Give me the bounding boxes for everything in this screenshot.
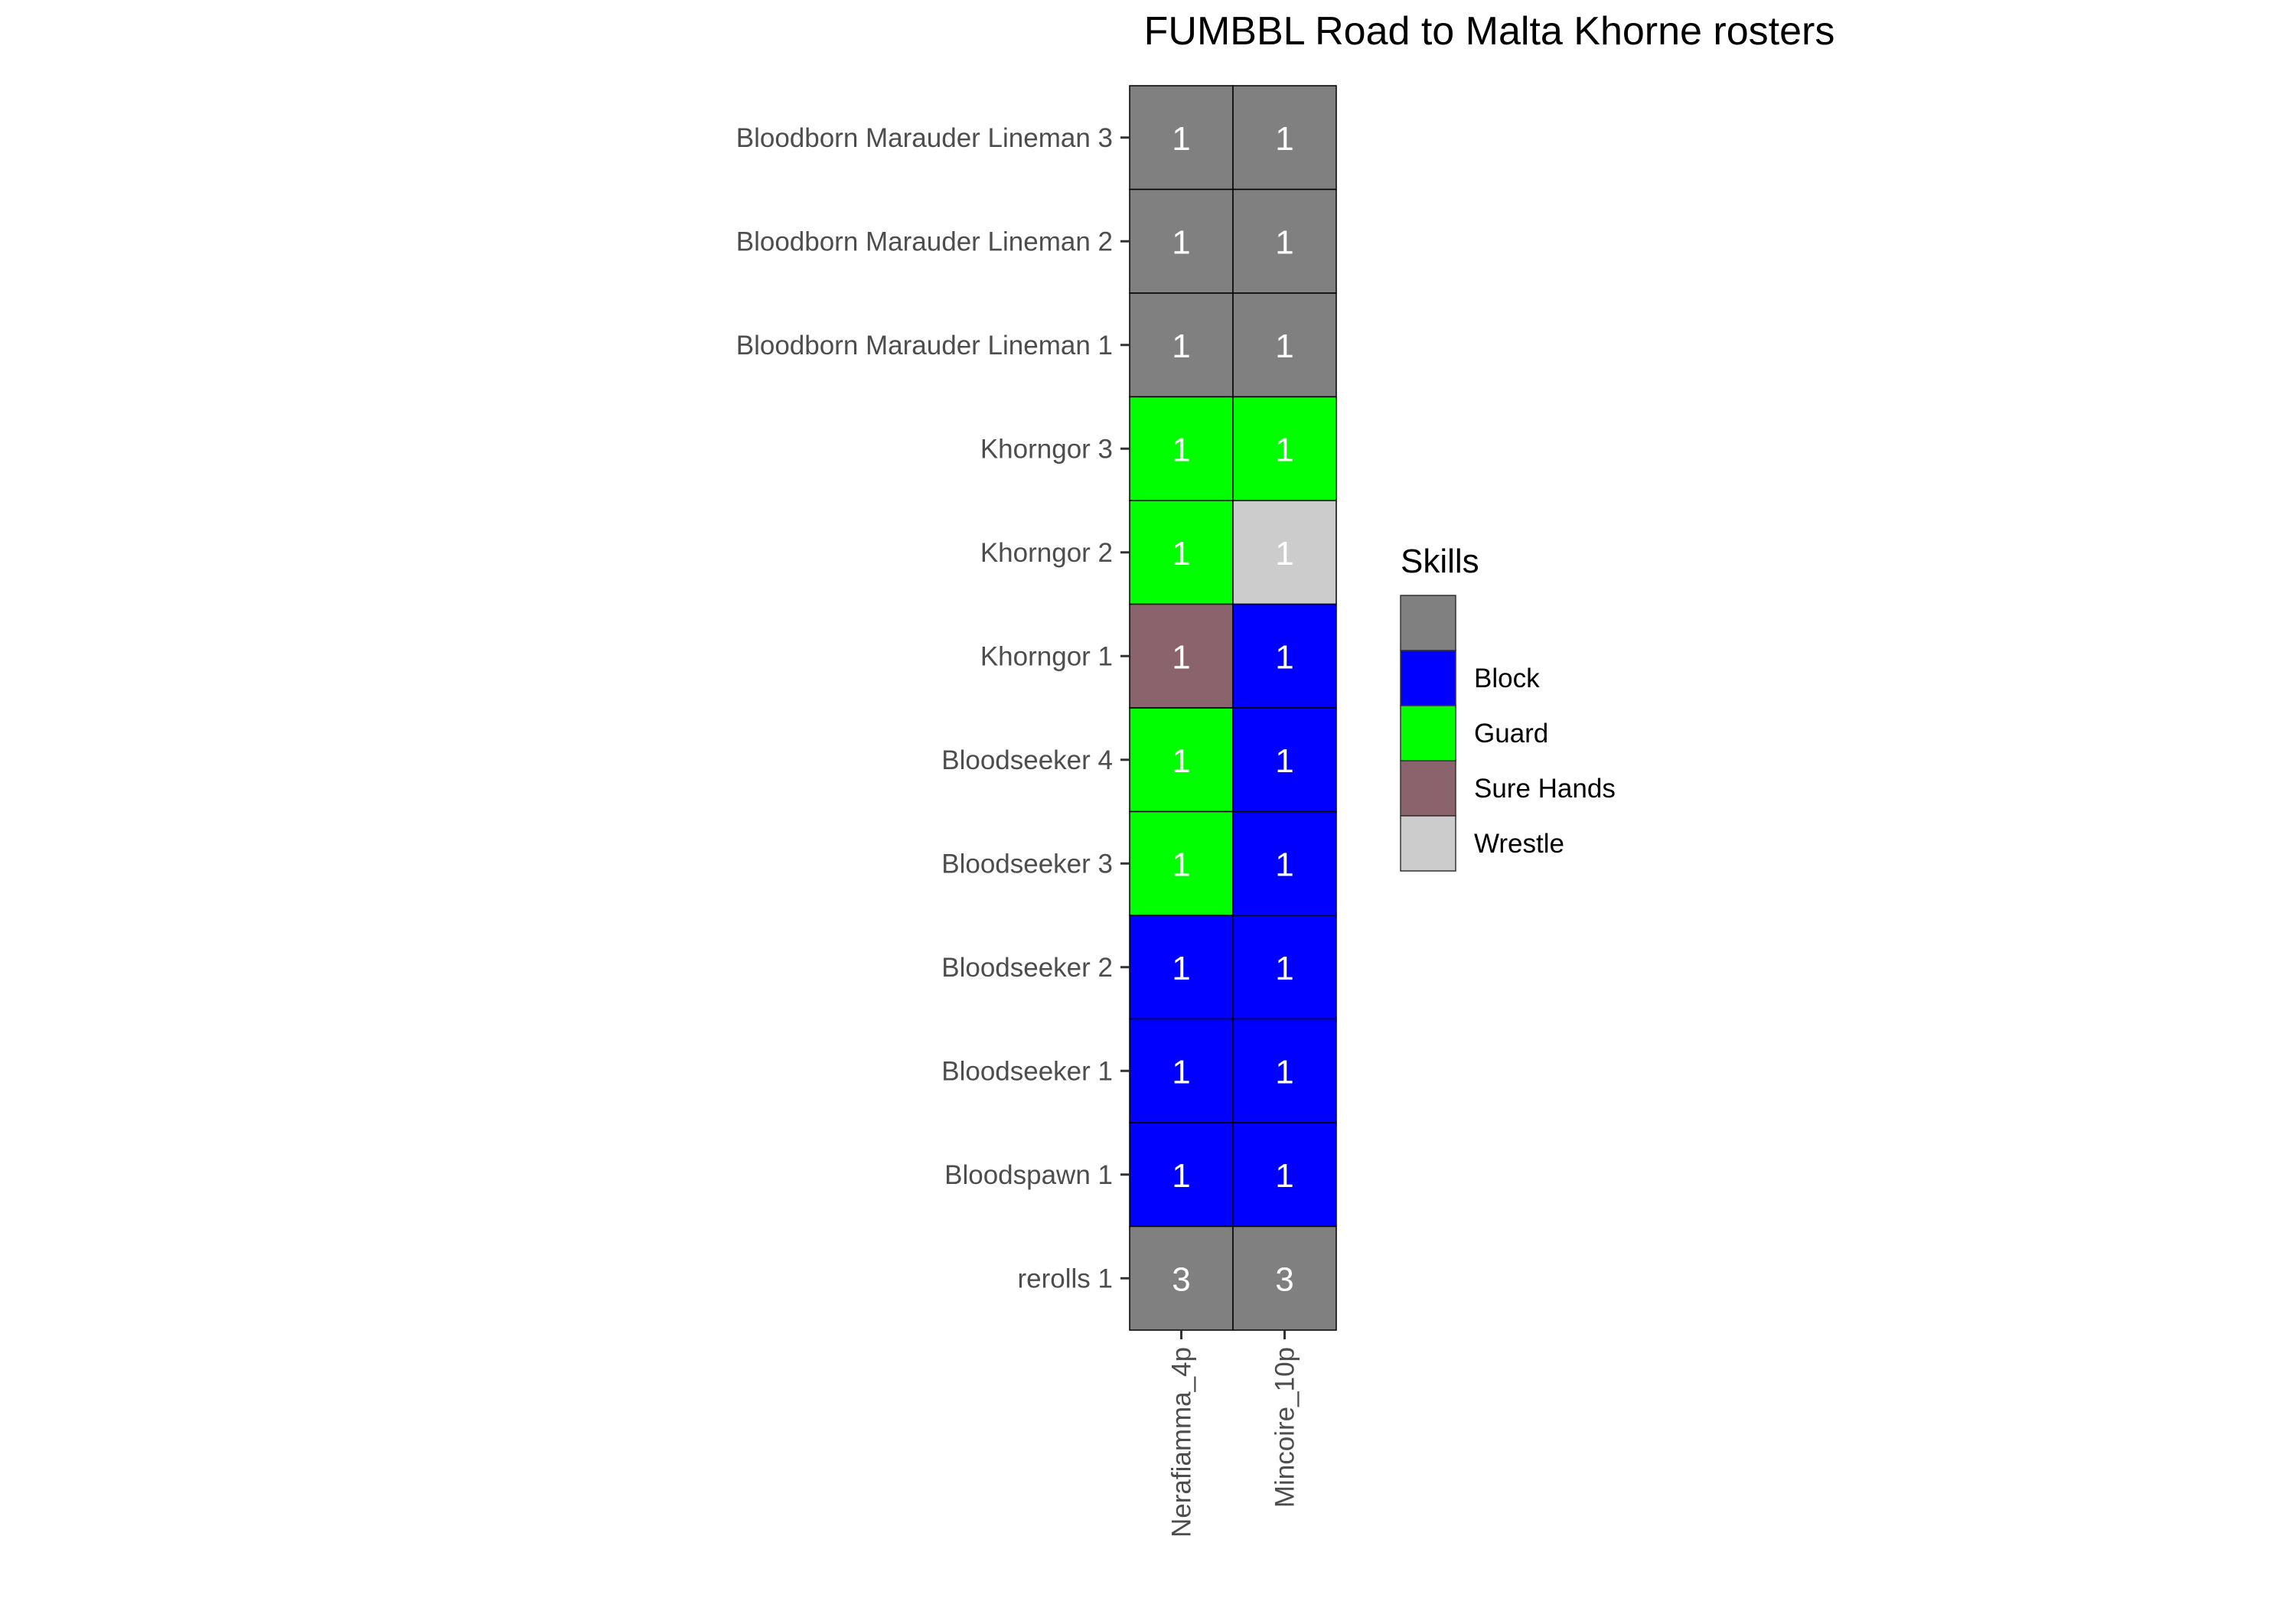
heatmap-cell (1129, 810, 1234, 916)
y-tick-label: Khorngor 3 (980, 434, 1113, 464)
heatmap-cell (1232, 292, 1337, 398)
cell-value-label: 1 (1172, 431, 1190, 468)
legend-label: Guard (1474, 719, 1548, 748)
heatmap-cell (1129, 1122, 1234, 1228)
cell-value-label: 1 (1275, 535, 1293, 572)
heatmap-cell (1129, 707, 1234, 813)
heatmap-cell (1232, 1122, 1337, 1228)
cell-value-label: 1 (1172, 742, 1190, 780)
heatmap-cell (1129, 188, 1234, 294)
heatmap-cell (1129, 292, 1234, 398)
legend-label: Block (1474, 664, 1540, 693)
cell-value-label: 3 (1275, 1260, 1293, 1298)
cell-value-label: 3 (1172, 1260, 1190, 1298)
heatmap-cell (1232, 396, 1337, 501)
heatmap-cells: 1 1 1 1 1 1 1 1 1 1 1 1 1 1 1 1 1 1 1 1 1 1 3 3 (1129, 85, 1337, 1331)
legend-key (1400, 595, 1456, 651)
heatmap-cell (1129, 1225, 1234, 1331)
cell-value-label: 1 (1172, 950, 1190, 987)
cell-value-label: 1 (1172, 846, 1190, 883)
heatmap-cell (1232, 603, 1337, 709)
heatmap-cell (1232, 1018, 1337, 1123)
cell-value-label: 1 (1172, 120, 1190, 158)
heatmap-cell (1232, 915, 1337, 1020)
x-tick-label: Mincoire_10p (1270, 1347, 1300, 1508)
y-tick-label: Bloodspawn 1 (944, 1160, 1113, 1190)
y-tick-label: Bloodseeker 4 (941, 745, 1113, 775)
cell-value-label: 1 (1275, 638, 1293, 676)
heatmap-cell (1129, 1018, 1234, 1123)
y-tick-label: Khorngor 1 (980, 641, 1113, 671)
legend-label: Sure Hands (1474, 774, 1616, 804)
legend-key (1400, 650, 1456, 706)
legend: Skills Block Guard Sure Hands Wrestle (1400, 543, 1616, 872)
y-tick-label: Khorngor 2 (980, 538, 1113, 568)
cell-value-label: 1 (1275, 120, 1293, 158)
cell-value-label: 1 (1172, 223, 1190, 261)
legend-label: Wrestle (1474, 829, 1564, 859)
heatmap-cell (1232, 707, 1337, 813)
x-axis: Nerafiamma_4p Mincoire_10p (1167, 1330, 1300, 1538)
cell-value-label: 1 (1275, 1157, 1293, 1195)
heatmap-cell (1129, 915, 1234, 1020)
cell-value-label: 1 (1172, 1157, 1190, 1195)
y-tick-label: Bloodseeker 3 (941, 849, 1113, 879)
cell-value-label: 1 (1275, 328, 1293, 365)
cell-value-label: 1 (1275, 431, 1293, 468)
cell-value-label: 1 (1172, 328, 1190, 365)
heatmap-cell (1232, 85, 1337, 191)
legend-key (1400, 760, 1456, 817)
cell-value-label: 1 (1275, 846, 1293, 883)
y-tick-label: Bloodborn Marauder Lineman 2 (736, 227, 1113, 256)
cell-value-label: 1 (1275, 1053, 1293, 1091)
cell-value-label: 1 (1275, 223, 1293, 261)
cell-value-label: 1 (1172, 1053, 1190, 1091)
y-tick-label: rerolls 1 (1018, 1264, 1113, 1293)
heatmap-cell (1232, 810, 1337, 916)
heatmap-cell (1129, 85, 1234, 191)
heatmap-cell (1232, 500, 1337, 605)
chart-title: FUMBBL Road to Malta Khorne rosters (1144, 9, 1835, 54)
legend-key (1400, 705, 1456, 761)
y-tick-label: Bloodborn Marauder Lineman 3 (736, 123, 1113, 153)
legend-title: Skills (1401, 543, 1479, 580)
cell-value-label: 1 (1275, 950, 1293, 987)
y-axis: Bloodborn Marauder Lineman 3 Bloodborn Ma… (736, 123, 1130, 1293)
legend-key (1400, 815, 1456, 872)
y-tick-label: Bloodseeker 1 (941, 1056, 1113, 1086)
cell-value-label: 1 (1275, 742, 1293, 780)
cell-value-label: 1 (1172, 535, 1190, 572)
x-tick-label: Nerafiamma_4p (1167, 1347, 1197, 1538)
y-tick-label: Bloodborn Marauder Lineman 1 (736, 331, 1113, 360)
heatmap-cell (1232, 188, 1337, 294)
y-tick-label: Bloodseeker 2 (941, 953, 1113, 983)
heatmap-cell (1232, 1225, 1337, 1331)
cell-value-label: 1 (1172, 638, 1190, 676)
